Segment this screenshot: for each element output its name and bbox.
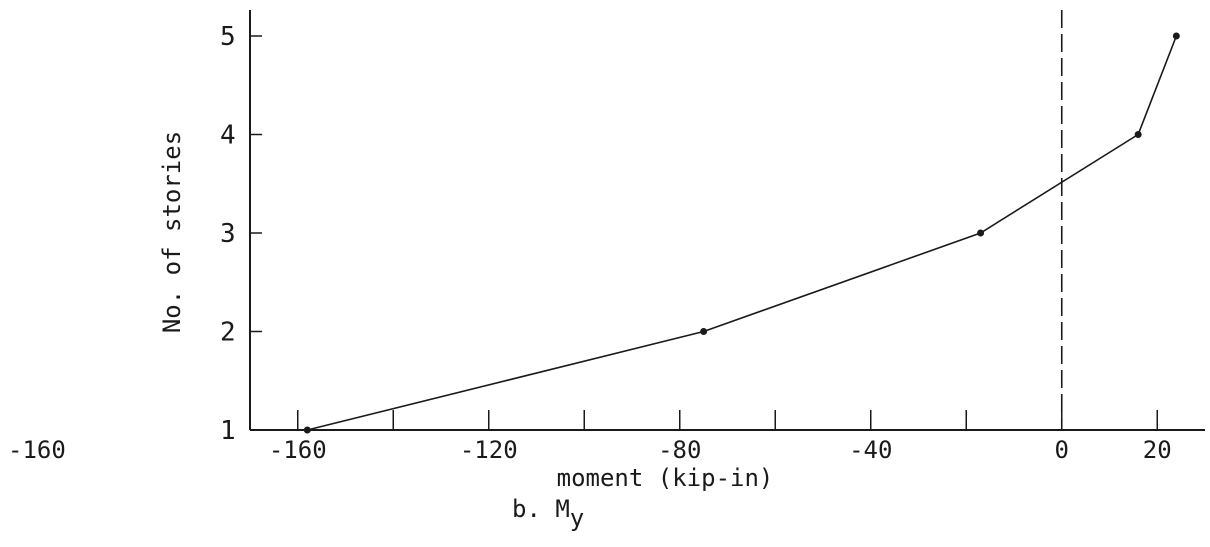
x-axis-label: moment (kip-in)	[557, 464, 774, 492]
y-axis-label: No. of stories	[158, 131, 186, 333]
data-point	[700, 328, 708, 335]
caption-prefix: b. M	[512, 495, 570, 523]
caption-subscript: y	[570, 504, 584, 532]
series-group	[303, 32, 1180, 434]
axes	[249, 10, 1205, 431]
data-point	[303, 426, 311, 434]
x-tick-label: -80	[658, 436, 701, 464]
data-point	[1172, 32, 1180, 40]
y-tick-label: 4	[220, 121, 236, 151]
x-tick-label: -40	[849, 436, 892, 464]
data-point	[977, 229, 985, 237]
chart-caption: b. My	[512, 495, 584, 532]
data-point	[1134, 131, 1142, 138]
x-tick-label: 20	[1143, 436, 1172, 464]
stray-label: -160	[8, 436, 66, 464]
x-tick-label: 0	[1055, 436, 1069, 464]
series-line	[307, 35, 1178, 431]
y-tick-label: 2	[220, 318, 236, 348]
x-tick-label: -120	[460, 436, 518, 464]
y-tick-label: 1	[220, 416, 236, 446]
tick-labels: -160 -120 -80 -40 0 20 1 2 3 4 5	[220, 22, 1172, 464]
ticks	[250, 35, 1158, 430]
x-tick-label: -160	[269, 436, 327, 464]
y-tick-label: 3	[220, 219, 236, 249]
y-tick-label: 5	[220, 22, 236, 52]
